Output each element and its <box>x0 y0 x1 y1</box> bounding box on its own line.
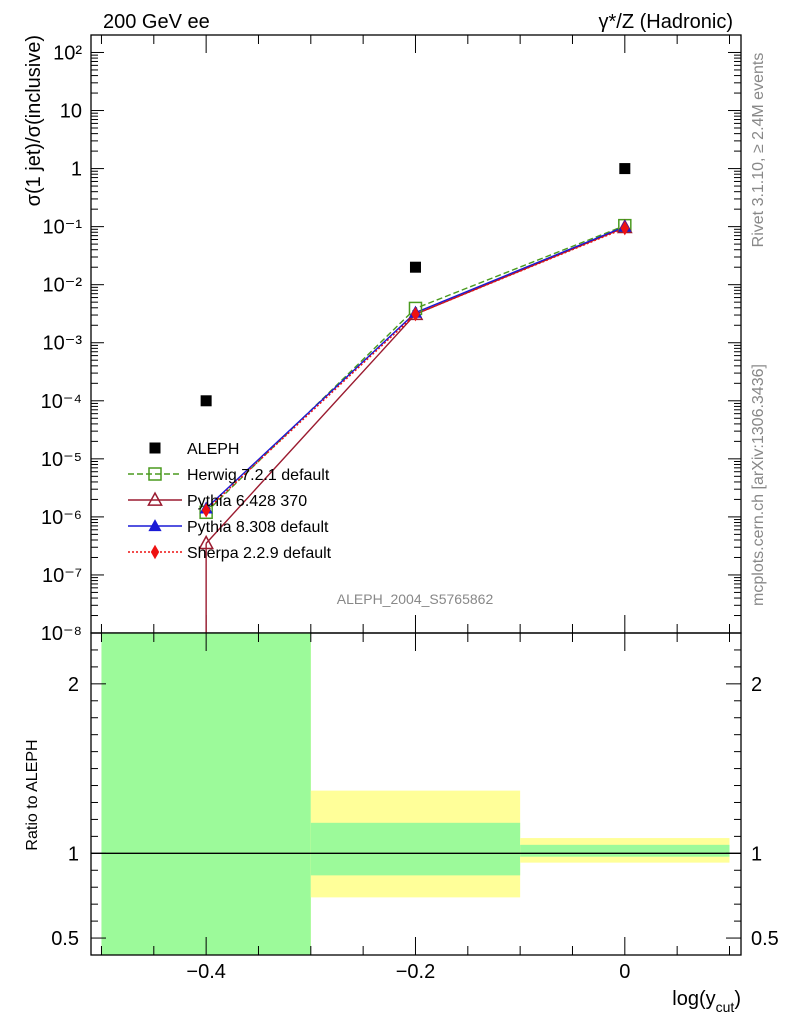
legend-marker <box>147 491 163 506</box>
legend-marker <box>149 442 161 454</box>
legend-marker <box>150 544 160 560</box>
ratio-y-axis-label: Ratio to ALEPH <box>24 739 41 850</box>
ratio-frame <box>90 632 742 956</box>
ratio-stat-band-1 <box>310 822 521 876</box>
main-y-tick-label: 10⁻² <box>43 275 83 297</box>
main-y-tick-label: 10⁻⁴ <box>41 391 82 413</box>
legend-marker <box>148 467 162 481</box>
header-right-label: γ*/Z (Hadronic) <box>599 11 733 33</box>
ratio-y-tick-label-right: 2 <box>751 674 762 696</box>
ratio-stat-band-2 <box>520 844 730 857</box>
series-line-4 <box>205 227 626 511</box>
main-y-tick-label: 10 <box>60 101 82 123</box>
ratio-y-tick-label: 1 <box>68 843 79 865</box>
series-point-4 <box>201 503 211 518</box>
main-y-tick-label: 10⁻¹ <box>43 217 83 239</box>
main-y-tick-label: 10² <box>53 42 82 64</box>
x-axis-label: log(ycut) <box>672 988 741 1015</box>
analysis-id-label: ALEPH_2004_S5765862 <box>337 591 494 607</box>
main-y-tick-label: 10⁻⁷ <box>42 565 82 587</box>
ratio-y-tick-label-right: 0.5 <box>751 928 779 950</box>
series-point-0 <box>200 395 212 407</box>
main-y-tick-label: 10⁻⁶ <box>41 507 82 529</box>
x-tick-label: 0 <box>619 961 630 983</box>
main-y-tick-label: 10⁻⁸ <box>41 623 82 645</box>
x-tick-label: −0.4 <box>186 961 225 983</box>
series-point-4 <box>411 307 420 322</box>
legend-entry-label: ALEPH <box>187 441 239 458</box>
legend-marker <box>148 519 162 532</box>
rivet-version-label: Rivet 3.1.10, ≥ 2.4M events <box>750 53 767 248</box>
legend-entry-label: Herwig 7.2.1 default <box>187 467 330 484</box>
legend-entry-label: Sherpa 2.2.9 default <box>187 545 332 562</box>
main-y-axis-label: σ(1 jet)/σ(inclusive) <box>23 35 45 206</box>
main-y-tick-label: 1 <box>71 159 82 181</box>
ratio-y-tick-label-right: 1 <box>751 843 762 865</box>
main-frame <box>90 34 742 634</box>
ratio-panel: −0.4 −0.2 0 0.5 0.5 1 1 2 2 <box>51 632 779 983</box>
header-left-label: 200 GeV ee <box>103 11 210 33</box>
series-point-4 <box>620 220 630 236</box>
main-y-tick-label: 10⁻⁵ <box>41 449 82 471</box>
ratio-stat-band-0 <box>101 633 311 955</box>
main-panel: 10⁻⁸ 10⁻⁷ 10⁻⁶ 10⁻⁵ 10⁻⁴ 10⁻³ 10⁻² 10⁻¹ 1 10 10² AL… <box>41 34 742 645</box>
series-point-0 <box>409 261 421 273</box>
ratio-y-tick-label: 2 <box>68 674 79 696</box>
main-y-tick-label: 10⁻³ <box>43 333 83 355</box>
mcplots-source-label: mcplots.cern.ch [arXiv:1306.3436] <box>750 364 767 606</box>
legend-entry-label: Pythia 6.428 370 <box>187 493 307 510</box>
legend-entry-label: Pythia 8.308 default <box>187 519 329 536</box>
ratio-y-tick-label: 0.5 <box>51 928 79 950</box>
series-point-0 <box>619 163 631 175</box>
x-tick-label: −0.2 <box>396 961 435 983</box>
series-point-2 <box>198 534 215 550</box>
